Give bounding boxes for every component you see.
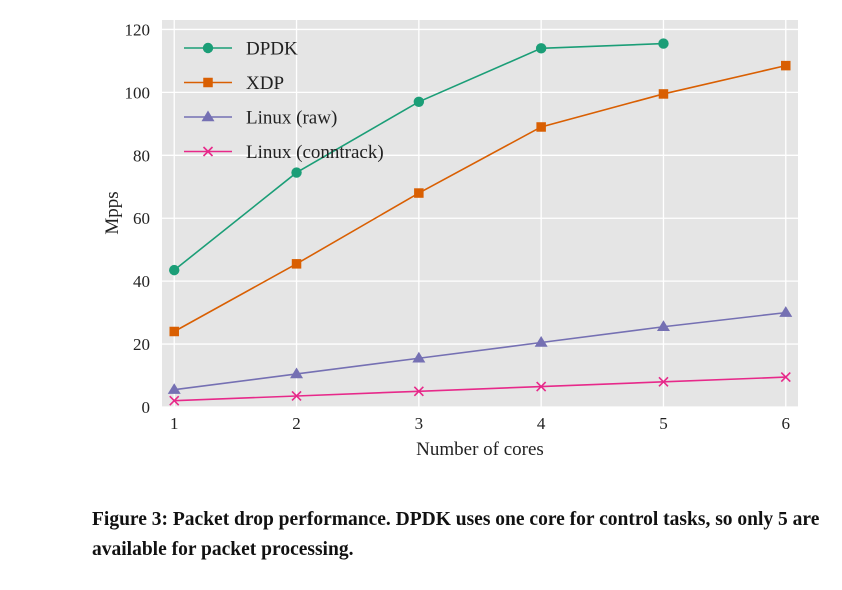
line-chart: 1 2 3 4 5 6 0 20 40 60 80 100 120 Number of cores M… bbox=[102, 20, 798, 460]
data-point bbox=[413, 96, 425, 108]
series-line bbox=[174, 376, 786, 402]
data-point bbox=[536, 381, 547, 392]
legend-marker bbox=[202, 42, 214, 54]
series-group bbox=[167, 38, 793, 406]
legend-label: XDP bbox=[246, 73, 284, 94]
legend-entry: DPDK bbox=[184, 39, 298, 60]
figure-caption: Figure 3: Packet drop performance. DPDK … bbox=[92, 509, 820, 560]
legend-marker bbox=[202, 146, 214, 157]
x-tick-label: 6 bbox=[782, 414, 791, 433]
data-point bbox=[658, 376, 669, 387]
data-point bbox=[291, 390, 302, 402]
y-tick-labels: 0 20 40 60 80 100 120 bbox=[125, 20, 151, 417]
data-point bbox=[169, 326, 179, 337]
legend-label: Linux (conntrack) bbox=[246, 142, 384, 163]
data-point bbox=[413, 386, 424, 397]
data-point bbox=[169, 395, 180, 406]
x-tick-label: 4 bbox=[537, 414, 546, 433]
data-point bbox=[167, 383, 181, 394]
y-tick-label: 0 bbox=[142, 398, 151, 417]
data-point bbox=[414, 188, 424, 198]
series-linux-conntrack bbox=[169, 372, 791, 406]
legend-entry: Linux (raw) bbox=[184, 108, 337, 129]
data-point bbox=[656, 320, 670, 331]
data-point bbox=[291, 167, 302, 178]
series-dpdk bbox=[169, 38, 669, 276]
x-tick-label: 5 bbox=[659, 414, 668, 433]
data-point bbox=[290, 367, 304, 379]
legend-marker bbox=[201, 110, 215, 122]
data-point bbox=[536, 122, 546, 132]
data-point bbox=[780, 372, 791, 383]
series-line bbox=[173, 64, 786, 333]
legend-label: DPDK bbox=[246, 39, 298, 60]
plot-area bbox=[162, 20, 798, 407]
data-point bbox=[412, 351, 426, 363]
x-tick-label: 1 bbox=[170, 414, 179, 433]
legend: DPDK XDP Linux (raw) Linux (conntrack) bbox=[184, 39, 384, 163]
data-point bbox=[658, 89, 669, 99]
y-tick-label: 40 bbox=[133, 272, 150, 291]
grid-lines bbox=[162, 20, 798, 408]
data-point bbox=[291, 259, 302, 269]
legend-entry: XDP bbox=[184, 73, 284, 94]
x-tick-label: 3 bbox=[415, 414, 424, 433]
series-linux-raw bbox=[167, 306, 793, 394]
data-point bbox=[534, 336, 548, 347]
data-point bbox=[658, 38, 669, 49]
legend-label: Linux (raw) bbox=[246, 108, 337, 129]
y-tick-label: 20 bbox=[133, 335, 150, 354]
series-xdp bbox=[169, 60, 791, 337]
data-point bbox=[781, 60, 791, 71]
x-tick-label: 2 bbox=[292, 414, 301, 433]
legend-entry: Linux (conntrack) bbox=[184, 142, 384, 163]
y-axis-label: Mpps bbox=[102, 191, 123, 234]
x-tick-labels: 1 2 3 4 5 6 bbox=[170, 414, 790, 433]
y-tick-label: 100 bbox=[125, 83, 151, 102]
y-tick-label: 80 bbox=[133, 146, 150, 165]
y-tick-label: 60 bbox=[133, 209, 150, 228]
data-point bbox=[535, 43, 547, 54]
legend-marker bbox=[203, 77, 213, 88]
y-tick-label: 120 bbox=[125, 20, 151, 39]
data-point bbox=[779, 306, 793, 317]
data-point bbox=[169, 264, 180, 276]
series-line bbox=[174, 311, 786, 391]
x-axis-label: Number of cores bbox=[416, 439, 544, 460]
